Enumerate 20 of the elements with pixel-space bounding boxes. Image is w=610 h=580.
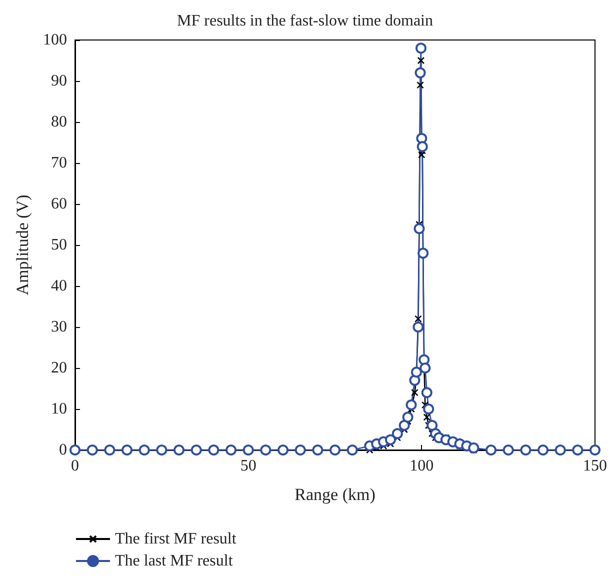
y-tick-label: 20 [51,360,67,376]
y-tick-label: 90 [51,72,67,90]
y-tick-label: 50 [51,236,67,254]
y-tick-label: 70 [51,154,67,172]
y-tick-label: 100 [43,32,67,48]
y-axis-title: Amplitude (V) [13,194,32,296]
y-tick-label: 80 [51,114,67,130]
y-tick-label: 30 [51,318,67,336]
y-tick-label: 10 [51,400,67,418]
legend-label: The last MF result [115,552,234,570]
y-tick-label: 0 [59,442,67,458]
y-tick-label: 40 [51,278,67,294]
x-tick-label: 100 [410,458,434,474]
y-tick-label: 60 [51,196,67,212]
x-tick-label: 50 [240,458,256,474]
legend-label: The first MF result [115,530,237,548]
x-tick-label: 0 [71,458,79,474]
chart-title: MF results in the fast-slow time domain [177,12,433,30]
x-tick-label: 150 [583,458,607,474]
x-axis-title: Range (km) [294,485,376,504]
